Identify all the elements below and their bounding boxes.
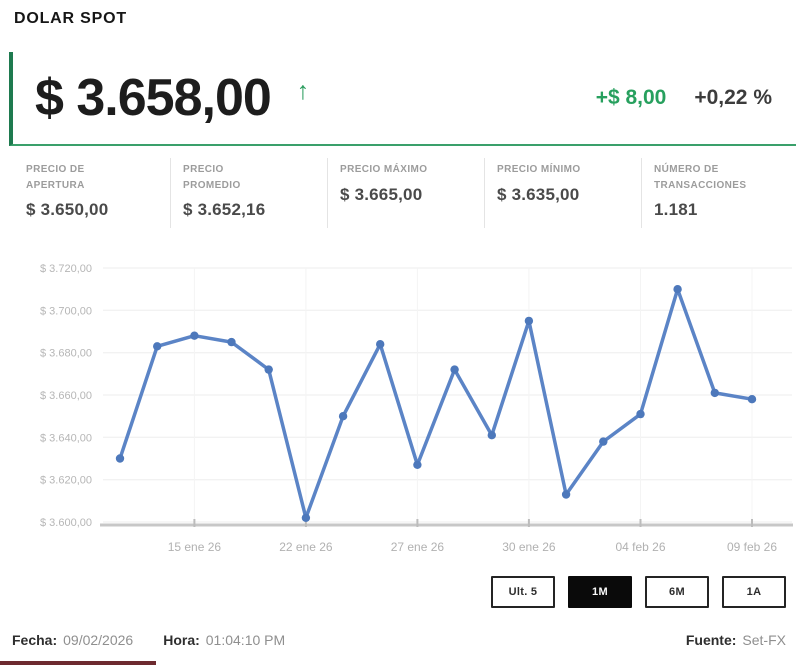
stat-min-price: PRECIO MÍNIMO $ 3.635,00 [485, 158, 642, 228]
date-value: 09/02/2026 [63, 632, 134, 648]
svg-text:15 ene 26: 15 ene 26 [168, 540, 222, 554]
current-price-panel: $ 3.658,00 ↑ +$ 8,00 +0,22 % [9, 52, 796, 146]
range-button-1a[interactable]: 1A [722, 576, 786, 608]
stat-label: NÚMERO DE TRANSACCIONES [654, 164, 747, 191]
price-chart-svg: $ 3.720,00 $ 3.700,00 $ 3.680,00 $ 3.660,00… [40, 263, 793, 554]
stat-max-price: PRECIO MÁXIMO $ 3.665,00 [328, 158, 485, 228]
stat-value: $ 3.650,00 [26, 200, 109, 219]
svg-text:22 ene 26: 22 ene 26 [279, 540, 333, 554]
svg-text:$ 3.660,00: $ 3.660,00 [40, 390, 92, 402]
footer-time: Hora: 01:04:10 PM [163, 632, 285, 648]
trend-up-icon: ↑ [296, 76, 310, 105]
price-chart[interactable]: $ 3.720,00 $ 3.700,00 $ 3.680,00 $ 3.660,00… [0, 255, 800, 575]
source-label: Fuente: [685, 632, 737, 648]
svg-text:27 ene 26: 27 ene 26 [391, 540, 445, 554]
footer-date: Fecha: 09/02/2026 [12, 632, 133, 648]
stat-average-price: PRECIO PROMEDIO $ 3.652,16 [171, 158, 328, 228]
svg-text:$ 3.720,00: $ 3.720,00 [40, 263, 92, 275]
stat-transactions: NÚMERO DE TRANSACCIONES 1.181 [642, 158, 798, 228]
footer-datetime: Fecha: 09/02/2026 Hora: 01:04:10 PM [12, 632, 285, 648]
stat-label: PRECIO MÁXIMO [340, 164, 428, 175]
range-button-6m[interactable]: 6M [645, 576, 709, 608]
page-title: DOLAR SPOT [14, 10, 127, 27]
svg-text:30 ene 26: 30 ene 26 [502, 540, 556, 554]
time-label: Hora: [163, 632, 200, 648]
stats-strip: PRECIO DE APERTURA $ 3.650,00 PRECIO PRO… [14, 158, 798, 228]
stat-value: $ 3.652,16 [183, 200, 266, 219]
svg-text:$ 3.700,00: $ 3.700,00 [40, 305, 92, 317]
svg-text:$ 3.620,00: $ 3.620,00 [40, 475, 92, 487]
range-button-1m[interactable]: 1M [568, 576, 632, 608]
current-price: $ 3.658,00 [35, 69, 272, 127]
svg-text:$ 3.600,00: $ 3.600,00 [40, 517, 92, 529]
stat-label: PRECIO PROMEDIO [183, 164, 241, 191]
stat-value: $ 3.665,00 [340, 184, 423, 204]
date-label: Fecha: [12, 632, 58, 648]
footer: Fecha: 09/02/2026 Hora: 01:04:10 PM Fuen… [12, 632, 786, 648]
stat-value: $ 3.635,00 [497, 184, 580, 204]
svg-text:$ 3.640,00: $ 3.640,00 [40, 432, 92, 444]
svg-text:$ 3.680,00: $ 3.680,00 [40, 348, 92, 360]
price-change-absolute: +$ 8,00 [595, 86, 667, 109]
svg-text:04 feb 26: 04 feb 26 [615, 540, 665, 554]
svg-text:09 feb 26: 09 feb 26 [727, 540, 777, 554]
bottom-accent-bar [0, 661, 156, 665]
stat-value: 1.181 [654, 200, 698, 219]
range-button-ult5[interactable]: Ult. 5 [491, 576, 555, 608]
stat-label: PRECIO DE APERTURA [26, 164, 85, 191]
stat-opening-price: PRECIO DE APERTURA $ 3.650,00 [14, 158, 171, 228]
time-value: 01:04:10 PM [205, 632, 286, 648]
range-selector: Ult. 5 1M 6M 1A [491, 576, 786, 608]
price-change-percent: +0,22 % [694, 86, 772, 109]
stat-label: PRECIO MÍNIMO [497, 164, 581, 175]
price-change-group: +$ 8,00 +0,22 % [596, 86, 772, 110]
footer-source: Fuente: Set-FX [686, 632, 786, 648]
source-value: Set-FX [742, 632, 786, 648]
